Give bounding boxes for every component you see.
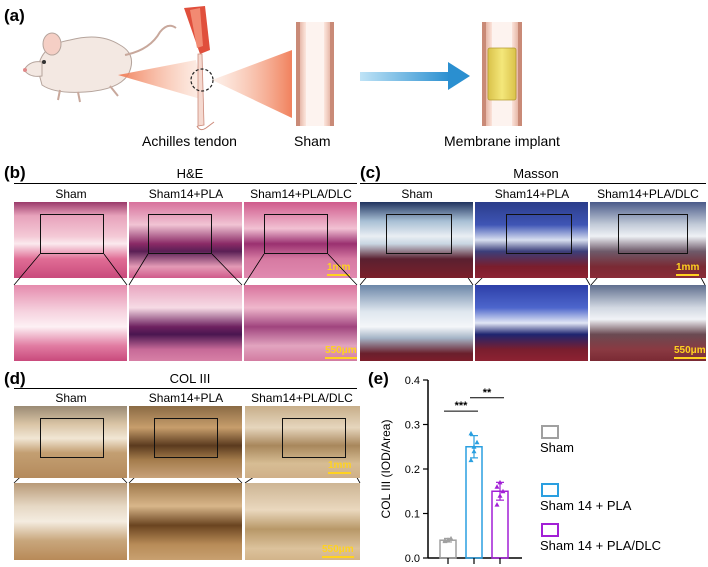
panel-b-col-sham: Sham (55, 187, 87, 201)
panel-b-divider (14, 183, 357, 184)
col-dlc-zoombox (282, 418, 346, 458)
achilles-tendon-label: Achilles tendon (142, 133, 237, 149)
y-tick-label: 0.2 (405, 464, 420, 476)
bar-2 (491, 490, 509, 559)
membrane-implant-illustration (482, 22, 522, 126)
panel-c-label: (c) (360, 163, 381, 182)
bar-0 (439, 539, 457, 559)
panel-c-col-pla: Sham14+PLA (494, 187, 570, 201)
col-scale-top: 1mm (328, 460, 352, 474)
legend-swatch-2 (541, 523, 559, 537)
masson-dlc-high (590, 285, 706, 361)
panel-c-col-dlc: Sham14+PLA/DLC (597, 187, 699, 201)
col-dlc-high (245, 483, 360, 560)
panel-e-label: (e) (368, 369, 389, 388)
he-sham-high (14, 285, 127, 361)
panel-d-col-sham: Sham (55, 391, 87, 405)
panel-b-label: (b) (4, 163, 26, 182)
y-tick-label: 0.0 (405, 553, 420, 565)
data-point (468, 457, 474, 463)
he-sham-zoombox (40, 214, 104, 254)
data-point (471, 448, 477, 454)
panel-c-col-sham: Sham (401, 187, 433, 201)
masson-scale-top: 1mm (676, 262, 700, 276)
panel-c-divider (360, 183, 706, 184)
panel-d-col-pla: Sham14+PLA (148, 391, 224, 405)
panel-c-title: Masson (513, 166, 559, 181)
masson-sham-zoombox (386, 214, 452, 254)
panel-a-label: (a) (4, 6, 25, 25)
data-point (442, 537, 448, 543)
sig-label-1: *** (455, 400, 469, 412)
masson-dlc-zoombox (618, 214, 688, 254)
col-pla-zoombox (154, 418, 218, 458)
sham-tube-illustration (296, 22, 334, 126)
data-point (494, 484, 500, 489)
panel-d-label: (d) (4, 369, 26, 388)
masson-pla-high (475, 285, 588, 361)
tendon-illustration (184, 6, 215, 131)
y-tick-label: 0.3 (405, 420, 420, 432)
rat-illustration (23, 24, 177, 103)
data-point (497, 493, 503, 498)
legend-swatch-1 (541, 483, 559, 497)
panel-d-title: COL III (169, 371, 211, 386)
y-tick-label: 0.1 (405, 509, 420, 521)
panel-b-title: H&E (176, 166, 204, 181)
col-sham-zoombox (40, 418, 104, 458)
panel-d-col-dlc: Sham14+PLA/DLC (251, 391, 353, 405)
he-pla-high (129, 285, 242, 361)
sig-label-2: ** (483, 387, 492, 399)
data-point (468, 430, 474, 436)
data-point (471, 444, 477, 449)
col-pla-high (129, 483, 242, 560)
col-sham-high (14, 483, 127, 560)
he-dlc-high (244, 285, 357, 361)
masson-pla-zoombox (506, 214, 572, 254)
he-pla-zoombox (148, 214, 212, 254)
bar-1 (465, 446, 483, 559)
data-point (497, 479, 503, 485)
legend-label-0: Sham (540, 440, 574, 455)
data-point (448, 535, 454, 541)
membrane-implant-label: Membrane implant (444, 133, 560, 149)
panel-b-col-dlc: Sham14+PLA/DLC (250, 187, 352, 201)
col-scale-bottom: 550μm (322, 544, 354, 558)
masson-sham-high (360, 285, 473, 361)
y-axis-label: COL III (IOD/Area) (379, 420, 393, 519)
he-scale-top: 1mm (327, 262, 351, 276)
legend-swatch-0 (541, 425, 559, 439)
data-point (445, 537, 451, 542)
panel-b-col-pla: Sham14+PLA (148, 187, 224, 201)
data-point (500, 488, 506, 494)
panel-d-divider (14, 388, 357, 389)
he-scale-bottom: 550μm (325, 345, 357, 359)
masson-scale-bottom: 550μm (674, 345, 706, 359)
data-point (474, 439, 480, 445)
y-tick-label: 0.4 (405, 375, 420, 387)
sham-label: Sham (294, 133, 331, 149)
he-dlc-zoombox (264, 214, 328, 254)
legend-label-1: Sham 14 + PLA (540, 498, 632, 513)
schematic-illustration (23, 6, 522, 131)
legend-label-2: Sham 14 + PLA/DLC (540, 538, 661, 553)
process-arrow (360, 62, 470, 90)
data-point (494, 502, 500, 507)
